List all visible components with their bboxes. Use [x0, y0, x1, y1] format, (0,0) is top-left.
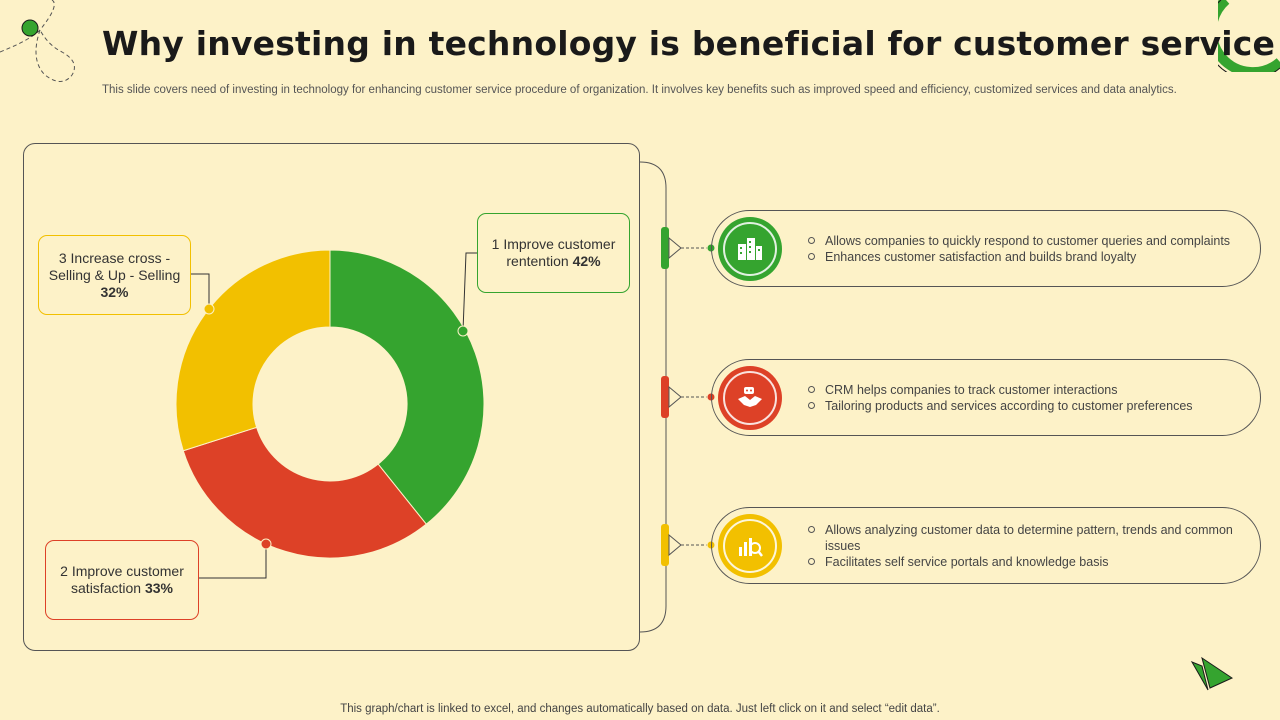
donut-slice-retention — [329, 249, 485, 525]
benefit-point: Enhances customer satisfaction and build… — [808, 249, 1248, 265]
decorative-ring-top-right — [1218, 0, 1280, 72]
donut-slice-cross-selling — [175, 249, 331, 452]
page-subtitle: This slide covers need of investing in t… — [102, 84, 1177, 96]
analytics-icon — [739, 538, 763, 557]
benefit-card-satisfaction: CRM helps companies to track customer in… — [711, 359, 1261, 436]
benefit-point: Facilitates self service portals and kno… — [808, 554, 1248, 570]
callout-improve-retention: 1 Improve customer rentention 42% — [477, 213, 630, 293]
decorative-leaves-bottom-right — [1190, 656, 1234, 691]
benefit-icon-badge — [718, 217, 782, 281]
benefit-icon-badge — [718, 514, 782, 578]
callout-value: 33% — [144, 580, 173, 596]
benefit-point: Allows analyzing customer data to determ… — [808, 522, 1248, 554]
chart-panel — [23, 143, 640, 651]
benefit-points: Allows companies to quickly respond to c… — [808, 211, 1248, 286]
callout-label: 3 Increase cross - Selling & Up - Sellin… — [48, 249, 181, 283]
callout-cross-selling: 3 Increase cross - Selling & Up - Sellin… — [38, 235, 191, 315]
buildings-icon — [738, 238, 762, 260]
footer-note: This graph/chart is linked to excel, and… — [340, 703, 940, 715]
callout-value: 42% — [572, 253, 601, 269]
benefit-card-retention: Allows companies to quickly respond to c… — [711, 210, 1261, 287]
benefit-point: Tailoring products and services accordin… — [808, 398, 1248, 414]
benefit-points: Allows analyzing customer data to determ… — [808, 508, 1248, 583]
callout-value: 32% — [100, 283, 129, 300]
benefit-card-cross-selling: Allows analyzing customer data to determ… — [711, 507, 1261, 584]
benefit-points: CRM helps companies to track customer in… — [808, 360, 1248, 435]
callout-improve-satisfaction: 2 Improve customer satisfaction 33% — [45, 540, 199, 620]
donut-slice-satisfaction — [182, 426, 427, 559]
benefit-icon-badge — [718, 366, 782, 430]
benefit-point: CRM helps companies to track customer in… — [808, 382, 1248, 398]
handshake-icon — [738, 387, 762, 407]
callout-label: 1 Improve customer rentention — [491, 236, 616, 269]
benefit-point: Allows companies to quickly respond to c… — [808, 233, 1248, 249]
page-title: Why investing in technology is beneficia… — [102, 24, 1276, 63]
decorative-swirl-top-left — [0, 0, 75, 82]
callout-label: 2 Improve customer satisfaction — [60, 563, 184, 596]
